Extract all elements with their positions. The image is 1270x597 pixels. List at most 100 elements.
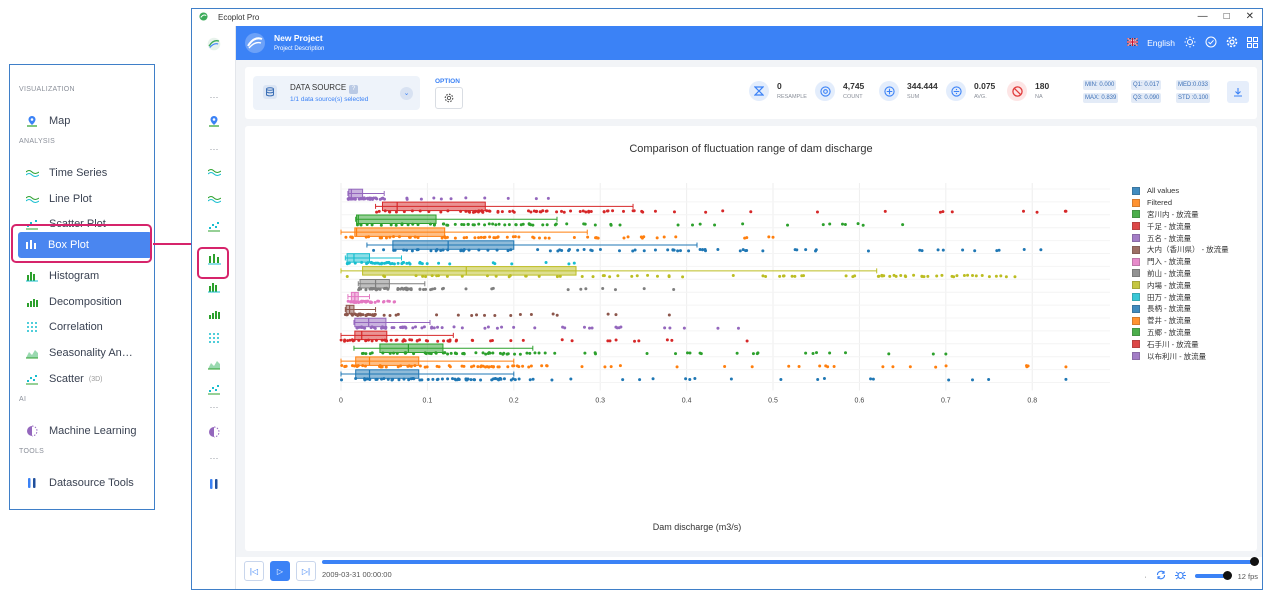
data-point [445, 274, 449, 278]
speed-slider[interactable] [1194, 571, 1232, 580]
std-chip: STD :0.100 [1176, 93, 1211, 103]
play-button[interactable]: ▷ [270, 561, 290, 581]
sun-icon[interactable] [1184, 36, 1196, 50]
maximize-button[interactable]: □ [1223, 11, 1230, 22]
histogram-icon[interactable] [207, 280, 221, 294]
legend-item[interactable]: 長柄 - 放流量 [1132, 303, 1229, 315]
legend-item[interactable]: 門入 - 放流量 [1132, 256, 1229, 268]
grid-dots-icon[interactable] [207, 331, 221, 345]
legend-item[interactable]: 内場 - 放流量 [1132, 279, 1229, 291]
scatter-icon[interactable] [207, 219, 221, 233]
data-point [579, 287, 583, 291]
map-pin-icon[interactable] [207, 114, 221, 128]
legend-item[interactable]: All values [1132, 185, 1229, 197]
menu-item-map[interactable]: Map [19, 110, 149, 132]
legend-item[interactable]: 石手川 - 放流量 [1132, 338, 1229, 350]
legend-item[interactable]: 大内（香川県） - 放流量 [1132, 244, 1229, 256]
speed-handle[interactable] [1222, 571, 1232, 580]
legend-item[interactable]: Filtered [1132, 197, 1229, 209]
data-point [593, 352, 597, 356]
bars-icon[interactable] [207, 307, 221, 321]
timeline-handle[interactable] [1250, 557, 1259, 566]
data-point [645, 352, 649, 356]
skip-forward-button[interactable]: ▷| [296, 561, 316, 581]
data-point [538, 210, 542, 214]
wave-icon[interactable] [207, 165, 221, 179]
language-select[interactable]: English [1147, 38, 1175, 48]
data-point [569, 209, 573, 213]
data-point [436, 339, 440, 343]
scatter-icon[interactable] [207, 382, 221, 396]
project-title[interactable]: New Project [274, 33, 323, 43]
legend-item[interactable]: 田万 - 放流量 [1132, 291, 1229, 303]
chart-card: Comparison of fluctuation range of dam d… [245, 126, 1257, 551]
datasource-selector[interactable]: DATA SOURCE? 1/1 data source(s) selected… [253, 76, 420, 110]
data-point [738, 249, 742, 253]
grid-layout-icon[interactable] [1247, 36, 1258, 50]
menu-item-scatter[interactable]: Scatter (3D) [19, 368, 149, 390]
datasource-title: DATA SOURCE [290, 83, 347, 92]
menu-item-machine-learning[interactable]: Machine Learning [19, 420, 149, 442]
menu-item-correlation[interactable]: Correlation [19, 316, 149, 338]
box-plot-chart[interactable]: 0 0.1 0.2 0.3 0.4 0.5 0.6 0.7 0.8 [245, 126, 1257, 551]
box-plot-icon[interactable] [207, 252, 221, 266]
skip-back-button[interactable]: |◁ [244, 561, 264, 581]
legend-item[interactable]: 菅井 - 放流量 [1132, 315, 1229, 327]
tools-icon[interactable] [207, 477, 221, 491]
loop-icon[interactable] [1156, 570, 1166, 582]
data-point [396, 312, 400, 316]
data-point [535, 209, 539, 213]
option-button[interactable] [435, 87, 463, 109]
menu-item-seasonality-an[interactable]: Seasonality An… [19, 342, 149, 364]
close-button[interactable]: ✕ [1245, 11, 1254, 22]
data-point [891, 365, 895, 369]
menu-item-time-series[interactable]: Time Series [19, 162, 149, 184]
menu-item-histogram[interactable]: Histogram [19, 265, 149, 287]
menu-item-box-plot[interactable]: Box Plot [18, 232, 152, 258]
data-point [491, 261, 495, 265]
area-chart-icon[interactable] [207, 357, 221, 371]
menu-item-decomposition[interactable]: Decomposition [19, 291, 149, 313]
chevron-down-icon[interactable]: ⌄ [400, 87, 413, 100]
data-point [735, 351, 739, 355]
app-logo-icon[interactable] [207, 37, 221, 51]
brain-icon[interactable] [207, 425, 221, 439]
download-button[interactable] [1227, 81, 1249, 103]
data-point [366, 197, 370, 201]
gear-icon[interactable] [1226, 36, 1238, 50]
legend-item[interactable]: 前山 - 放流量 [1132, 268, 1229, 280]
legend-item[interactable]: 五郷 - 放流量 [1132, 327, 1229, 339]
help-icon[interactable]: ? [349, 85, 359, 94]
timeline-slider[interactable] [322, 557, 1259, 566]
data-point [642, 249, 646, 253]
legend-item[interactable]: 五名 - 放流量 [1132, 232, 1229, 244]
check-circle-icon[interactable] [1205, 36, 1217, 50]
data-point [453, 351, 457, 355]
data-point [980, 274, 984, 278]
data-point [418, 364, 422, 368]
menu-item-line-plot[interactable]: Line Plot [19, 188, 149, 210]
data-point [614, 338, 618, 342]
data-point [513, 352, 517, 356]
legend-item[interactable]: 千足 - 放流量 [1132, 220, 1229, 232]
chart-legend[interactable]: All values Filtered 宮川内 - 放流量 千足 - 放流量 五名 - … [1132, 185, 1229, 362]
uk-flag-icon[interactable] [1126, 37, 1139, 48]
legend-item[interactable]: 以布利川 - 放流量 [1132, 350, 1229, 362]
data-point [359, 223, 363, 227]
menu-item-datasource-tools[interactable]: Datasource Tools [19, 472, 149, 494]
min-chip: MIN: 0.000 [1083, 80, 1117, 90]
data-point [353, 197, 357, 201]
data-point [491, 222, 495, 226]
data-point [519, 223, 523, 227]
legend-item[interactable]: 宮川内 - 放流量 [1132, 209, 1229, 221]
iqr-box [359, 279, 390, 289]
wave-icon[interactable] [207, 192, 221, 206]
data-point [944, 364, 948, 368]
minimize-button[interactable]: — [1197, 11, 1208, 22]
data-point [363, 197, 367, 201]
data-point [483, 223, 487, 227]
data-point [350, 338, 354, 342]
bug-icon[interactable] [1174, 570, 1186, 582]
data-point [418, 378, 422, 382]
data-point [609, 223, 613, 227]
